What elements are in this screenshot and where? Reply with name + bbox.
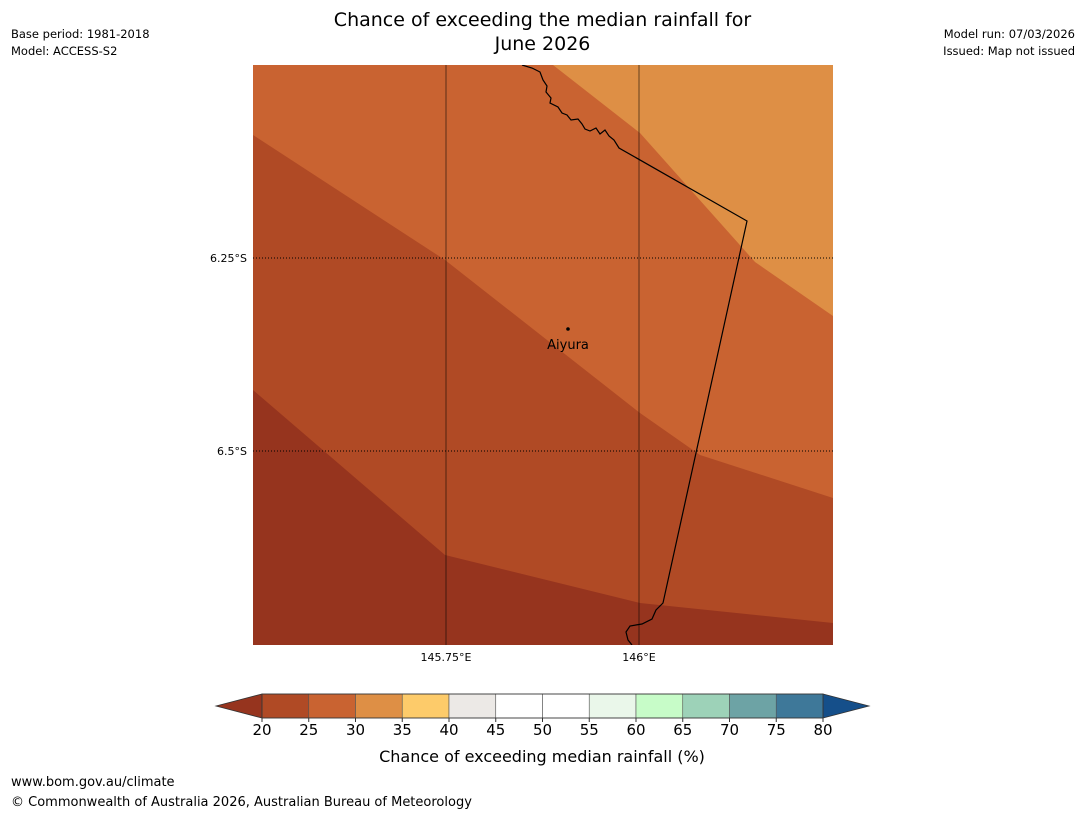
colorbar-tick-label: 30 [346, 721, 365, 739]
meta-right: Model run: 07/03/2026 Issued: Map not is… [943, 26, 1075, 60]
issued-text: Issued: Map not issued [943, 44, 1075, 58]
colorbar-tick-label: 65 [673, 721, 692, 739]
colorbar-tick-label: 55 [580, 721, 599, 739]
colorbar-tick-label: 50 [533, 721, 552, 739]
lon-label-145-75: 145.75°E [421, 651, 472, 664]
colorbar-cell [308, 693, 356, 719]
colorbar-tick-label: 70 [720, 721, 739, 739]
colorbar-tick-label: 35 [393, 721, 412, 739]
colorbar-tick-label: 75 [767, 721, 786, 739]
colorbar-cell [542, 693, 590, 719]
colorbar-tick-label: 45 [486, 721, 505, 739]
lat-label-6-25: 6.25°S [210, 252, 247, 265]
colorbar-under-arrow [214, 693, 263, 719]
colorbar-tick-label: 20 [252, 721, 271, 739]
title-line-2: June 2026 [494, 33, 591, 55]
band-20-25 [253, 390, 833, 645]
place-marker [566, 327, 570, 331]
footer-copyright: © Commonwealth of Australia 2026, Austra… [11, 795, 472, 810]
colorbar-cell [588, 693, 637, 719]
place-label: Aiyura [547, 338, 589, 353]
title-line-1: Chance of exceeding the median rainfall … [333, 9, 752, 31]
colorbar-cell [261, 693, 310, 719]
meta-left: Base period: 1981-2018 Model: ACCESS-S2 [11, 26, 150, 60]
colorbar: 20 25 30 35 40 45 50 55 60 65 70 75 80 Chance of exc… [214, 693, 871, 766]
colorbar-tick-label: 80 [813, 721, 832, 739]
lat-label-6-5: 6.5°S [217, 445, 247, 458]
lon-label-146: 146°E [622, 651, 655, 664]
colorbar-cell [448, 693, 497, 719]
colorbar-tick-label: 60 [626, 721, 645, 739]
colorbar-cell [729, 693, 777, 719]
province-border-line [521, 65, 748, 645]
colorbar-cell [635, 693, 684, 719]
colorbar-cell [775, 693, 824, 719]
colorbar-cell [355, 693, 403, 719]
colorbar-label: Chance of exceeding median rainfall (%) [379, 747, 705, 766]
colorbar-tick-label: 25 [299, 721, 318, 739]
colorbar-cell [682, 693, 730, 719]
colorbar-cell [401, 693, 450, 719]
colorbar-tick-label: 40 [439, 721, 458, 739]
model-run-text: Model run: 07/03/2026 [943, 27, 1075, 41]
model-text: Model: ACCESS-S2 [11, 44, 118, 58]
colorbar-over-arrow [822, 693, 871, 719]
base-period-text: Base period: 1981-2018 [11, 27, 150, 41]
colorbar-cell [495, 693, 543, 719]
map-title: Chance of exceeding the median rainfall … [0, 8, 1085, 56]
footer-url[interactable]: www.bom.gov.au/climate [11, 775, 175, 790]
rainfall-map: Aiyura 6.25°S 6.5°S 145.75°E 146°E [210, 65, 833, 664]
